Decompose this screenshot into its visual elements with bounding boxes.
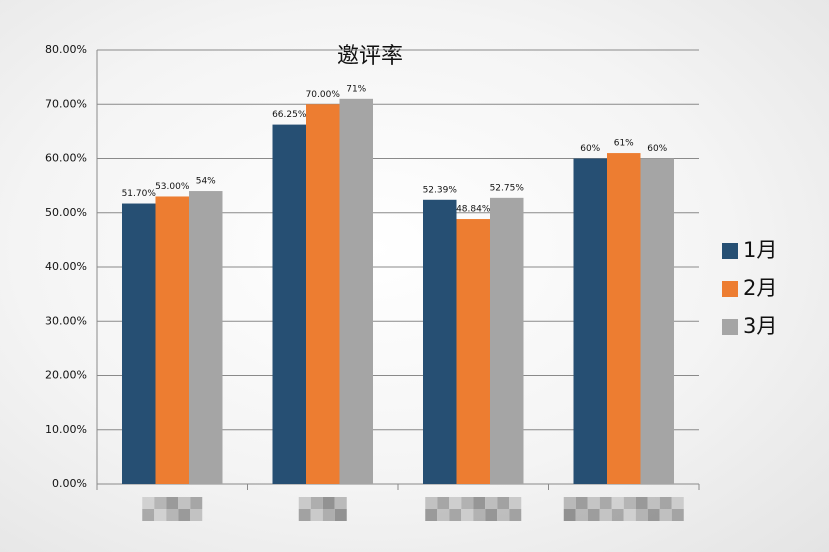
- chart-title: 邀评率: [337, 44, 403, 69]
- blur-cell: [599, 509, 612, 521]
- blur-cell: [310, 509, 323, 521]
- blurred-label: [425, 497, 522, 521]
- blur-cell: [142, 509, 155, 521]
- blur-cell: [437, 509, 450, 521]
- value-label: 52.75%: [490, 183, 525, 193]
- blur-cell: [154, 509, 167, 521]
- blur-cell: [298, 497, 311, 509]
- blur-cell: [497, 497, 510, 509]
- legend-label: 3月: [743, 314, 777, 338]
- blur-cell: [190, 509, 203, 521]
- blur-cell: [647, 509, 660, 521]
- blur-cell: [509, 509, 522, 521]
- y-tick-label: 0.00%: [52, 477, 87, 490]
- blur-cell: [449, 509, 462, 521]
- legend-label: 2月: [743, 276, 777, 300]
- value-label: 70.00%: [306, 90, 341, 100]
- bar: [490, 197, 524, 485]
- value-label: 51.70%: [122, 189, 157, 199]
- blur-cell: [178, 497, 191, 509]
- value-label: 48.84%: [456, 205, 491, 215]
- y-tick-label: 20.00%: [45, 369, 87, 382]
- blur-cell: [563, 509, 576, 521]
- blur-cell: [623, 509, 636, 521]
- blur-cell: [611, 509, 624, 521]
- blur-cell: [166, 509, 179, 521]
- y-tick-label: 10.00%: [45, 423, 87, 436]
- blur-cell: [322, 497, 335, 509]
- value-label: 71%: [346, 84, 366, 94]
- blur-cell: [575, 509, 588, 521]
- blur-cell: [154, 497, 167, 509]
- blur-cell: [437, 497, 450, 509]
- blur-cell: [142, 497, 155, 509]
- blur-cell: [473, 497, 486, 509]
- blur-cell: [509, 497, 522, 509]
- blur-cell: [334, 509, 347, 521]
- blur-cell: [623, 497, 636, 509]
- blur-cell: [461, 497, 474, 509]
- y-tick-label: 80.00%: [45, 43, 87, 56]
- y-tick-label: 50.00%: [45, 206, 87, 219]
- bar: [423, 199, 457, 485]
- blur-cell: [425, 509, 438, 521]
- y-tick-label: 70.00%: [45, 97, 87, 110]
- bar: [339, 98, 373, 484]
- value-label: 60%: [580, 144, 600, 154]
- blur-cell: [334, 497, 347, 509]
- blur-cell: [497, 509, 510, 521]
- value-label: 61%: [614, 139, 634, 149]
- bar: [607, 153, 641, 484]
- blur-cell: [485, 497, 498, 509]
- value-label: 54%: [196, 177, 216, 187]
- bar: [189, 191, 223, 485]
- bar: [272, 124, 306, 484]
- blur-cell: [298, 509, 311, 521]
- blur-cell: [449, 497, 462, 509]
- blur-cell: [190, 497, 203, 509]
- legend-swatch: [722, 243, 738, 259]
- blur-cell: [659, 509, 672, 521]
- legend-label: 1月: [743, 238, 777, 262]
- blur-cell: [647, 497, 660, 509]
- bar: [155, 196, 189, 484]
- blur-cell: [635, 509, 648, 521]
- blur-cell: [575, 497, 588, 509]
- blurred-label: [563, 497, 684, 521]
- bar: [573, 158, 607, 484]
- y-tick-label: 60.00%: [45, 152, 87, 165]
- blurred-label: [298, 497, 347, 521]
- bar: [456, 219, 490, 484]
- legend-swatch: [722, 281, 738, 297]
- blur-cell: [485, 509, 498, 521]
- blur-cell: [178, 509, 191, 521]
- value-label: 66.25%: [272, 110, 307, 120]
- blur-cell: [461, 509, 474, 521]
- bar: [122, 203, 156, 484]
- blur-cell: [587, 497, 600, 509]
- blur-cell: [310, 497, 323, 509]
- y-tick-label: 30.00%: [45, 314, 87, 327]
- blur-cell: [659, 497, 672, 509]
- blur-cell: [635, 497, 648, 509]
- blur-cell: [322, 509, 335, 521]
- y-tick-label: 40.00%: [45, 260, 87, 273]
- blur-cell: [599, 497, 612, 509]
- blur-cell: [671, 497, 684, 509]
- bar: [640, 158, 674, 484]
- blur-cell: [611, 497, 624, 509]
- blur-cell: [587, 509, 600, 521]
- blur-cell: [166, 497, 179, 509]
- blur-cell: [425, 497, 438, 509]
- value-label: 53.00%: [155, 182, 190, 192]
- value-label: 60%: [647, 144, 667, 154]
- legend-swatch: [722, 319, 738, 335]
- value-label: 52.39%: [423, 185, 458, 195]
- blur-cell: [473, 509, 486, 521]
- blurred-label: [142, 497, 203, 521]
- blur-cell: [671, 509, 684, 521]
- blur-cell: [563, 497, 576, 509]
- bar: [306, 104, 340, 484]
